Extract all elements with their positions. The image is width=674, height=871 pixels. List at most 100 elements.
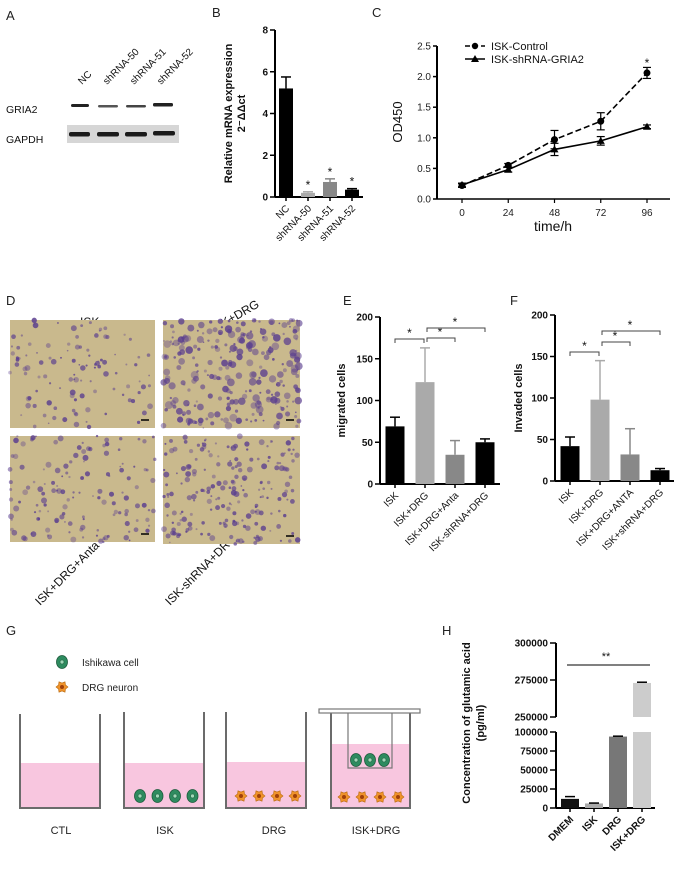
stained-cell bbox=[113, 509, 119, 515]
stained-cell bbox=[294, 387, 300, 392]
stained-cell bbox=[181, 516, 187, 522]
stained-cell bbox=[68, 475, 71, 479]
stained-cell bbox=[69, 393, 75, 399]
stained-cell bbox=[187, 404, 190, 406]
stained-cell bbox=[201, 332, 205, 335]
stained-cell bbox=[210, 421, 215, 426]
significance-marker: * bbox=[306, 178, 311, 192]
data-point bbox=[596, 136, 605, 144]
stained-cell bbox=[11, 334, 16, 340]
stained-cell bbox=[214, 442, 218, 445]
stained-cell bbox=[234, 474, 239, 480]
stained-cell bbox=[271, 398, 273, 401]
stained-cell bbox=[232, 519, 236, 523]
stained-cell bbox=[73, 411, 78, 416]
stained-cell bbox=[237, 468, 243, 473]
stained-cell bbox=[37, 375, 41, 379]
stained-cell bbox=[140, 384, 146, 390]
stained-cell bbox=[18, 500, 21, 504]
series-line bbox=[461, 72, 648, 187]
stained-cell bbox=[265, 396, 272, 403]
stained-cell bbox=[274, 391, 281, 397]
legend-label: Ishikawa cell bbox=[82, 658, 139, 669]
stained-cell bbox=[165, 483, 169, 487]
stained-cell bbox=[245, 525, 251, 531]
stained-cell bbox=[269, 346, 272, 349]
stained-cell bbox=[216, 376, 221, 381]
stained-cell bbox=[56, 488, 62, 494]
significance-bracket bbox=[394, 338, 425, 343]
stained-cell bbox=[10, 527, 14, 532]
stained-cell bbox=[251, 317, 257, 323]
y-tick-label: 6 bbox=[262, 67, 268, 78]
stained-cell bbox=[196, 329, 199, 332]
stained-cell bbox=[163, 368, 171, 376]
legend-marker bbox=[471, 55, 479, 62]
stained-cell bbox=[209, 535, 216, 541]
stained-cell bbox=[147, 384, 151, 388]
stained-cell bbox=[268, 375, 277, 383]
stained-cell bbox=[27, 396, 32, 401]
stained-cell bbox=[86, 348, 90, 352]
stained-cell bbox=[127, 398, 132, 403]
cell-nucleus bbox=[190, 793, 195, 799]
stained-cell bbox=[247, 347, 253, 352]
stained-cell bbox=[162, 321, 168, 326]
stained-cell bbox=[270, 512, 273, 515]
stained-cell bbox=[48, 382, 52, 385]
stained-cell bbox=[85, 407, 91, 413]
stained-cell bbox=[242, 489, 245, 492]
bar bbox=[633, 732, 651, 808]
stained-cell bbox=[251, 371, 257, 378]
bar bbox=[279, 88, 293, 197]
stained-cell bbox=[286, 400, 289, 403]
stained-cell bbox=[207, 339, 210, 342]
stained-cell bbox=[62, 504, 68, 510]
stained-cell bbox=[276, 420, 281, 426]
y-tick-label: 250000 bbox=[515, 713, 549, 724]
stained-cell bbox=[294, 452, 300, 458]
stained-cell bbox=[162, 494, 166, 499]
stained-cell bbox=[160, 422, 167, 429]
stained-cell bbox=[229, 534, 234, 540]
stained-cell bbox=[147, 508, 151, 512]
y-tick-label: 2.0 bbox=[417, 72, 431, 83]
x-tick-label: ISK bbox=[581, 814, 601, 834]
x-tick-label: NC bbox=[274, 203, 292, 221]
stained-cell bbox=[189, 512, 193, 516]
stained-cell bbox=[151, 508, 156, 514]
stained-cell bbox=[13, 453, 19, 460]
stained-cell bbox=[64, 520, 66, 523]
stained-cell bbox=[52, 415, 57, 421]
stained-cell bbox=[85, 364, 88, 367]
stained-cell bbox=[124, 512, 128, 517]
stained-cell bbox=[187, 324, 195, 332]
stained-cell bbox=[47, 534, 53, 540]
y-tick-label: 0.5 bbox=[417, 164, 431, 175]
stained-cell bbox=[128, 530, 131, 533]
stained-cell bbox=[209, 373, 215, 379]
y-tick-label: 0 bbox=[542, 804, 548, 815]
stained-cell bbox=[243, 492, 248, 498]
western-blot: NC shRNA-50 shRNA-51 shRNA-52 GRIA2 GAPD… bbox=[6, 46, 196, 146]
stained-cell bbox=[80, 365, 86, 371]
stained-cell bbox=[296, 418, 302, 424]
stained-cell bbox=[71, 408, 76, 413]
stained-cell bbox=[203, 439, 207, 442]
stained-cell bbox=[16, 345, 21, 350]
cell-nucleus bbox=[275, 794, 279, 798]
stained-cell bbox=[41, 491, 46, 496]
significance-marker: * bbox=[407, 326, 412, 340]
well-label: ISK bbox=[156, 825, 174, 837]
stained-cell bbox=[184, 476, 191, 483]
stained-cell bbox=[38, 360, 44, 365]
significance-bracket bbox=[601, 330, 661, 335]
stained-cell bbox=[30, 531, 37, 537]
stained-cell bbox=[254, 418, 258, 422]
x-tick-label: 96 bbox=[641, 208, 653, 219]
stained-cell bbox=[288, 318, 294, 323]
stained-cell bbox=[180, 482, 183, 485]
stained-cell bbox=[170, 530, 176, 536]
stained-cell bbox=[185, 471, 192, 477]
stained-cell bbox=[254, 521, 259, 526]
